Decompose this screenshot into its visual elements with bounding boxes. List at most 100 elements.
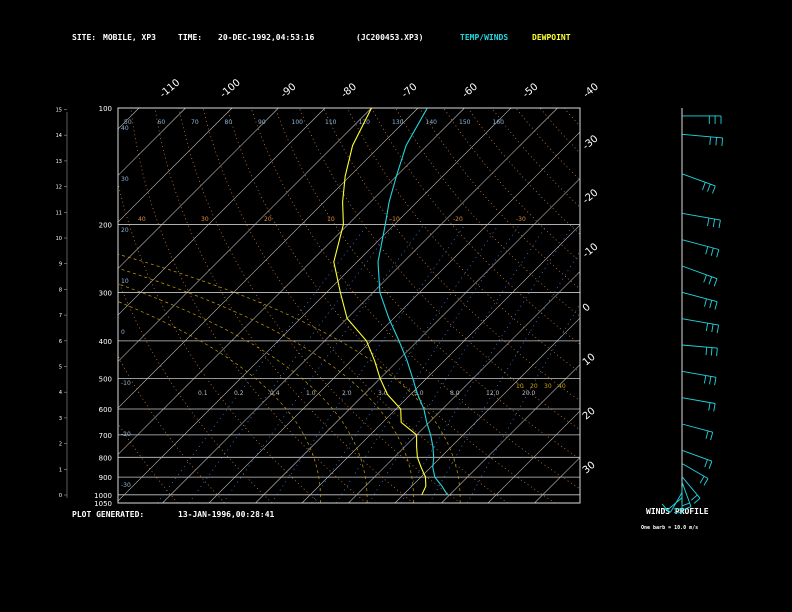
plot-generated-label: PLOT GENERATED: [72,510,144,519]
isotherm-line [162,108,558,503]
mixing-ratio-label: 12.0 [486,390,500,397]
moist-adiabat-line [118,253,461,503]
file-id: (JC200453.XP3) [356,33,423,42]
isotherm-line [394,317,580,503]
isotherm-line [118,108,186,176]
temperature-trace [377,108,448,496]
height-tick-label: 5 [59,365,62,371]
isotherm-right-label: 30 [581,460,598,477]
isotherm-top-label: -70 [400,81,420,100]
wind-barb [708,461,713,469]
isotherm-right-label: 0 [581,302,593,315]
isotherm-right-label: -20 [581,187,601,206]
wind-barb [704,298,707,307]
wind-barb [704,459,708,468]
wind-barb [661,503,668,511]
theta-mid-label: -10 [390,216,400,223]
wind-barb [705,323,709,332]
wind-barb [707,218,710,227]
mixing-ratio-line [188,224,396,503]
wind-barb [705,347,708,356]
mixing-ratio-label: 0.1 [198,390,208,397]
wind-barb [663,507,671,513]
wind-shaft [681,212,721,221]
dry-adiabat-line [226,108,556,503]
theta-e-label: 30 [544,383,552,390]
isotherm-line [348,271,580,503]
wind-barb [713,278,718,287]
dry-adiabat-line [274,108,580,460]
wind-barb [708,402,711,411]
pressure-tick-label: 700 [99,432,112,440]
height-tick-label: 2 [59,442,62,448]
mixing-ratio-label: 8.0 [450,390,460,397]
theta-upper-label: 50 [124,119,132,126]
wind-barb [709,300,713,309]
mixing-ratio-line [311,224,500,503]
theta-left-label: 10 [121,278,129,285]
wind-barb [714,301,718,310]
wind-shaft [681,265,718,280]
wind-barb [703,375,707,384]
dry-adiabat-line [118,181,320,503]
theta-mid-label: 40 [138,216,146,223]
site-value: MOBILE, XP3 [103,33,156,42]
dry-adiabat-line [118,422,178,503]
wind-shaft [681,318,719,326]
legend-temp-winds: TEMP/WINDS [460,33,508,42]
grid-lines [0,108,792,503]
theta-mid-label: 10 [327,216,335,223]
mixing-ratio-label: 3.0 [378,390,388,397]
mixing-ratio-label: 0.2 [234,390,244,397]
dry-adiabat-line [539,108,580,154]
legend-dewpoint: DEWPOINT [532,33,571,42]
dewpoint-trace [333,108,427,496]
wind-shaft [681,449,713,462]
theta-left-label: -20 [121,431,131,438]
winds-profile [661,108,724,514]
wind-shaft [681,344,718,349]
isotherm-right-label: 20 [581,406,598,423]
isotherm-line [441,364,580,503]
isotherm-top-label: -80 [339,81,359,100]
isotherm-line [0,108,93,503]
wind-shaft [681,423,713,433]
sounding-traces [333,108,448,496]
wind-barb [708,276,713,285]
wind-barb [716,325,720,334]
isotherm-line [118,108,326,316]
dry-adiabat-line [118,355,226,503]
theta-e-label: 20 [530,383,538,390]
wind-shaft [681,397,716,404]
isotherm-top-label: -50 [521,81,541,100]
time-value: 20-DEC-1992,04:53:16 [218,33,315,42]
dry-adiabat-line [130,108,367,503]
dry-adiabat-line [347,108,580,373]
theta-mid-label: -30 [516,216,526,223]
wind-barb [711,324,714,333]
theta-left-label: -30 [121,482,131,489]
isotherm-line [118,108,512,502]
height-tick-label: 15 [56,108,62,114]
theta-upper-label: 130 [392,119,404,126]
wind-shaft [681,481,692,507]
wind-barb [683,506,692,510]
wind-barb [703,274,707,283]
isotherm-line [208,131,580,503]
wind-barb [693,497,701,504]
height-tick-label: 14 [56,133,62,139]
dry-adiabat-line [588,108,792,503]
isotherm-top-label: -60 [460,81,480,100]
wind-barb [716,249,720,258]
pressure-tick-label: 400 [99,338,112,346]
plot-border [117,107,581,504]
pressure-tick-label: 900 [99,474,112,482]
height-tick-label: 3 [59,416,62,422]
pressure-tick-label: 1000 [94,492,112,500]
height-tick-label: 9 [59,262,62,268]
isotherm-line [118,108,465,455]
dry-adiabat-line [154,108,414,503]
wind-barb [707,183,711,192]
wind-barb [705,246,709,255]
wind-barb [718,220,721,229]
